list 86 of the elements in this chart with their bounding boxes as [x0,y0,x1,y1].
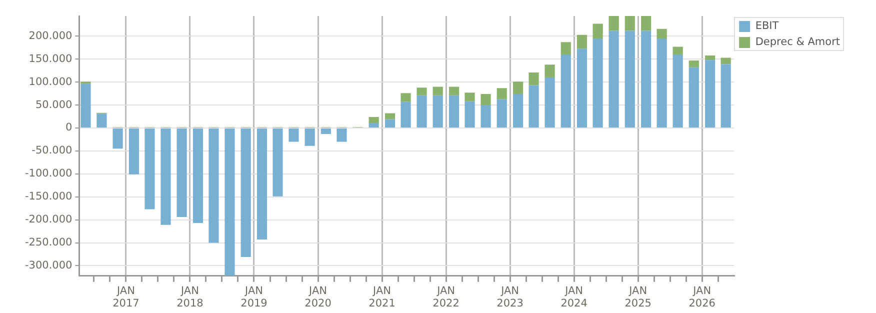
y-tick-label: 150.000 [28,52,72,65]
bar [641,16,652,31]
bar [544,64,555,78]
bar [432,86,443,96]
x-tick-label: JAN 2021 [368,284,396,310]
bar [608,30,619,128]
x-tick-label: JAN 2022 [432,284,460,310]
bar [112,128,123,149]
bar [304,128,315,146]
bar [160,128,171,225]
bar [705,60,716,128]
y-tick-label: 100.000 [28,76,72,88]
y-tick-label: -100.000 [24,168,72,180]
bar [513,82,524,94]
y-tick-label: 0 [66,122,72,134]
bar [560,54,571,128]
bar [641,30,652,128]
bar [240,128,251,257]
bar [688,67,699,128]
bar [528,72,539,86]
bar [432,95,443,128]
bar [464,92,475,102]
bar [592,24,603,38]
bar [96,114,107,128]
legend-label: EBIT [755,20,780,32]
bar [272,128,283,196]
bar [496,88,507,100]
bar [224,128,235,276]
bar [576,48,588,128]
bar [384,113,396,120]
legend-label: Deprec & Amort [755,36,840,48]
bar [448,95,460,128]
bar [592,38,603,128]
bar [608,16,619,31]
bar [368,116,379,123]
y-tick-label: -150.000 [24,190,72,203]
bar [256,128,268,240]
bar [528,85,539,128]
bar [80,84,91,128]
bar [480,94,491,106]
y-tick-label: 50.000 [35,98,72,111]
bar [416,95,427,128]
x-tick-label: JAN 2024 [560,284,588,310]
bar [480,105,491,128]
x-tick-label: JAN 2018 [176,284,204,310]
x-tick-label: JAN 2020 [304,284,332,310]
x-tick-label: JAN 2026 [688,284,716,310]
bar [288,128,299,142]
y-tick-label: -300.000 [24,259,72,272]
bar [384,119,396,128]
bar [368,122,379,128]
bar [400,93,411,102]
x-tick-label: JAN 2019 [240,284,268,310]
bar [208,128,219,243]
bar [176,128,187,218]
x-tick-label: JAN 2023 [496,284,524,310]
bar [672,54,683,128]
bar [656,38,667,128]
y-tick-label: 200.000 [28,30,72,42]
y-tick-label: -50.000 [32,144,72,157]
bar [720,64,731,128]
bar [576,34,588,49]
bar [448,86,460,96]
bar [624,16,635,31]
bar [560,42,571,55]
bar [544,78,555,128]
bar [400,102,411,128]
bar [144,128,155,210]
bar [464,101,475,128]
bar [336,128,347,142]
x-tick-label: JAN 2025 [624,284,652,310]
x-tick-label: JAN 2017 [112,284,140,310]
bar [656,28,667,38]
y-tick-label: -250.000 [24,236,72,248]
bar [672,46,683,55]
bar [688,60,699,68]
bar [624,30,635,128]
bar [192,128,204,224]
bar [320,128,331,134]
y-tick-label: -200.000 [24,214,72,226]
bar [513,94,524,128]
bar [128,128,140,174]
bar [720,58,731,64]
bar [416,88,427,96]
bar [496,99,507,128]
bar [705,55,716,60]
